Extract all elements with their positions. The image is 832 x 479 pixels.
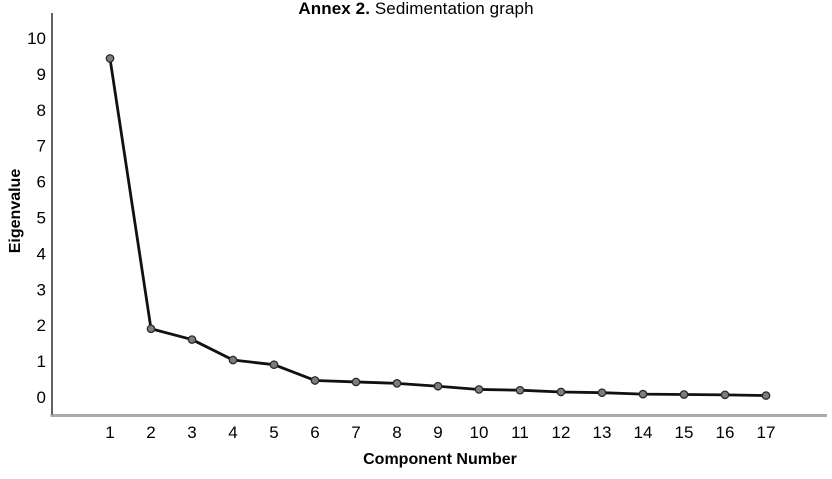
chart-title-text: Sedimentation graph xyxy=(370,0,534,18)
y-tick-label: 3 xyxy=(37,280,46,299)
y-tick-label: 5 xyxy=(37,209,46,228)
y-tick-label: 2 xyxy=(37,316,46,335)
x-tick-label: 8 xyxy=(392,423,401,442)
data-point xyxy=(679,390,689,399)
y-tick-label: 0 xyxy=(37,388,46,407)
x-tick-label: 11 xyxy=(511,423,529,442)
data-point xyxy=(720,390,730,400)
y-tick-label: 7 xyxy=(37,137,46,156)
data-point xyxy=(105,54,115,63)
y-tick-label: 6 xyxy=(37,173,46,192)
series-line xyxy=(108,57,768,397)
x-tick-label: 7 xyxy=(351,423,360,442)
data-point xyxy=(761,391,771,400)
y-tick-label: 10 xyxy=(27,29,46,48)
data-point xyxy=(269,360,279,370)
data-point xyxy=(556,387,566,397)
data-point xyxy=(474,385,484,394)
y-tick-label: 8 xyxy=(37,101,46,120)
data-point xyxy=(351,377,361,387)
x-axis-label: Component Number xyxy=(363,451,517,468)
x-tick-label: 9 xyxy=(433,423,442,442)
x-tick-label: 10 xyxy=(470,423,489,442)
x-tick-label: 16 xyxy=(716,423,735,442)
y-tick-label: 4 xyxy=(37,244,46,263)
x-tick-label: 4 xyxy=(228,423,237,442)
data-point xyxy=(228,355,238,365)
x-tick-label: 6 xyxy=(310,423,319,442)
x-tick-label: 1 xyxy=(105,423,114,442)
x-tick-label: 17 xyxy=(757,423,776,442)
data-point xyxy=(638,389,648,399)
x-tick-label: 13 xyxy=(593,423,612,442)
chart-title: Annex 2. Sedimentation graph xyxy=(0,0,832,19)
chart-title-prefix: Annex 2. xyxy=(298,0,371,18)
data-point xyxy=(433,381,443,391)
data-point xyxy=(597,388,607,398)
y-tick-label: 1 xyxy=(37,352,46,371)
x-tick-label: 12 xyxy=(552,423,571,442)
x-tick-label: 2 xyxy=(146,423,155,442)
data-point xyxy=(515,385,525,395)
data-point xyxy=(146,324,156,334)
x-tick-label: 14 xyxy=(634,423,653,442)
data-point xyxy=(392,379,402,388)
data-point xyxy=(310,376,320,385)
y-tick-label: 9 xyxy=(37,65,46,84)
x-tick-label: 5 xyxy=(269,423,278,442)
data-point xyxy=(187,335,197,344)
x-tick-label: 15 xyxy=(675,423,694,442)
x-tick-label: 3 xyxy=(187,423,196,442)
